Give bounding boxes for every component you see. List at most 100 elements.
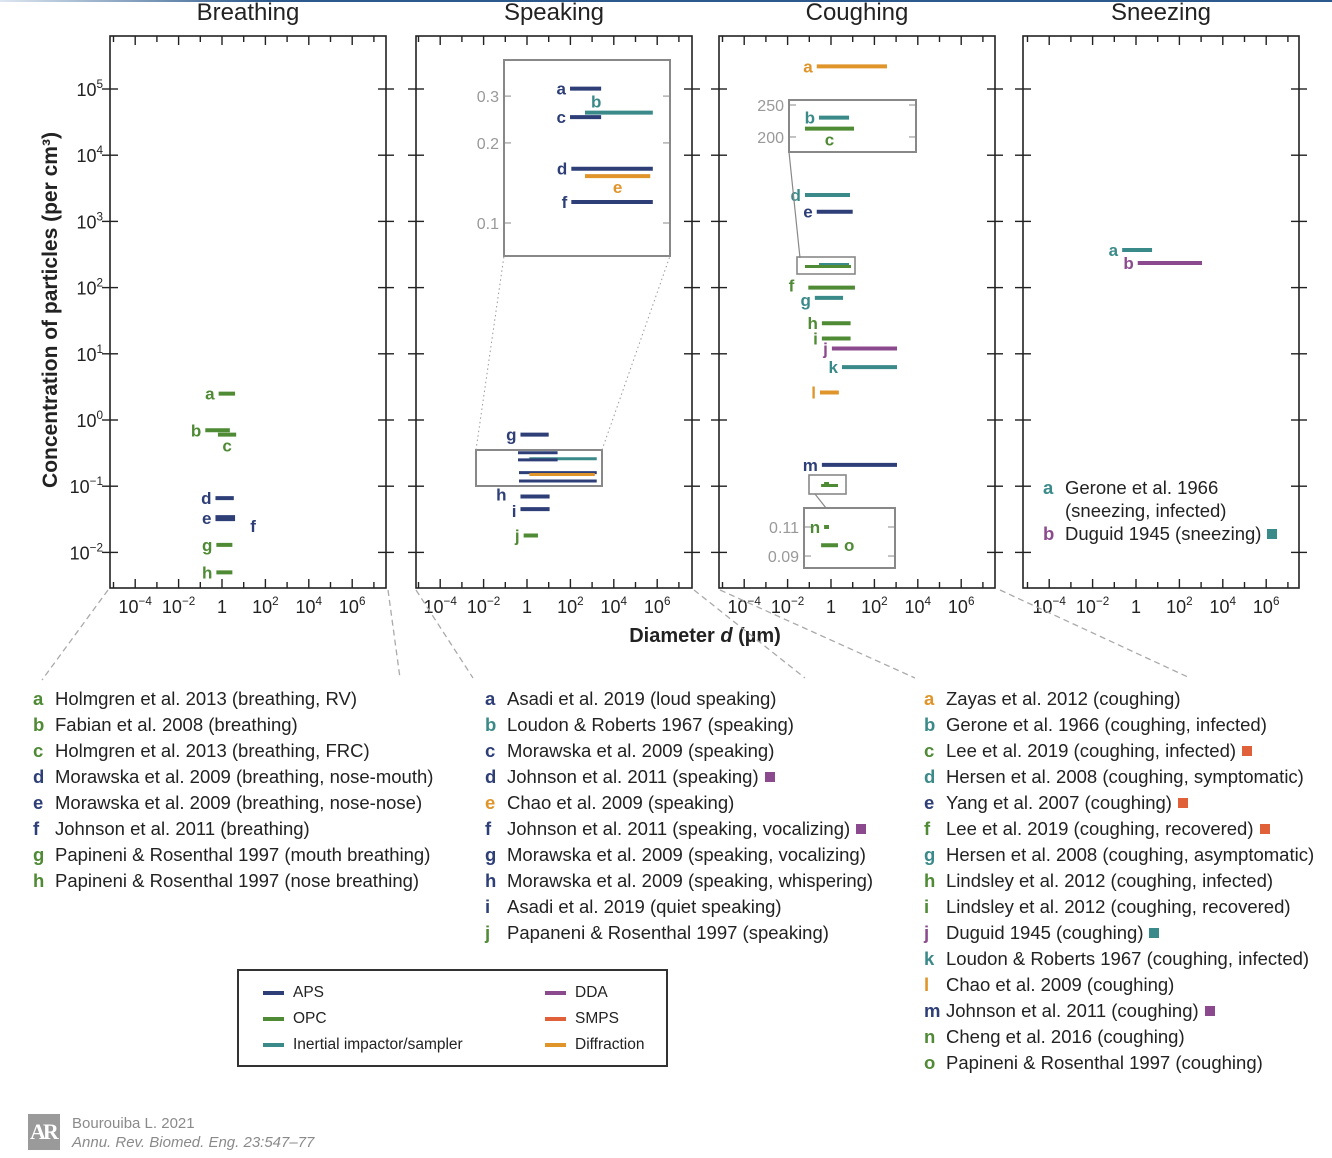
bar-label-n: n — [810, 518, 820, 537]
x-tick-label: 10−2 — [1076, 595, 1109, 617]
zoom-connector — [601, 255, 671, 451]
x-tick-label-exp: −2 — [1096, 595, 1109, 608]
method-marker-square — [1177, 798, 1188, 808]
zoom-inset-box — [788, 99, 917, 153]
legend-item-smps: SMPS — [545, 1010, 619, 1028]
reference-text: Papineni & Rosenthal 1997 (mouth breathi… — [55, 844, 431, 865]
x-tick-label: 106 — [339, 595, 366, 617]
reference-text: Johnson et al. 2011 (coughing) — [946, 1000, 1199, 1021]
x-tick-label-exp: −4 — [139, 595, 153, 608]
reference-text: Morawska et al. 2009 (breathing, nose-no… — [55, 792, 423, 813]
x-tick-label-base: 10 — [467, 597, 487, 617]
x-tick-label-base: 10 — [1076, 597, 1096, 617]
reference-letter: g — [485, 844, 497, 865]
reference-connector — [415, 589, 474, 679]
x-tick-label-base: 1 — [1131, 597, 1141, 617]
reference-text: Duguid 1945 (sneezing) — [1065, 523, 1262, 544]
y-tick-label: 104 — [76, 144, 103, 166]
method-marker-square — [856, 824, 867, 834]
x-tick-label: 10−4 — [728, 595, 762, 617]
y-tick-label-base: 10 — [76, 345, 96, 365]
plot-frame — [1022, 35, 1300, 589]
y-tick-label-exp: 4 — [96, 144, 103, 157]
bar-label-j: j — [514, 527, 520, 546]
x-tick-label-base: 10 — [905, 597, 925, 617]
zoom-source-box — [808, 474, 847, 495]
inset-tick-label: 0.2 — [477, 136, 499, 153]
reference-text: Holmgren et al. 2013 (breathing, RV) — [55, 688, 357, 709]
panel-title: Breathing — [197, 0, 300, 26]
reference-text: Morawska et al. 2009 (speaking, whisperi… — [507, 870, 874, 891]
legend-swatch — [545, 1043, 566, 1047]
reference-letter: c — [485, 740, 496, 761]
method-marker-square — [1242, 746, 1253, 756]
bar-label-f: f — [562, 193, 568, 212]
reference-item: g Hersen et al. 2008 (coughing, asymptoma… — [924, 842, 1314, 868]
bar-label-k: k — [828, 358, 838, 377]
reference-item: l Chao et al. 2009 (coughing) — [924, 972, 1314, 998]
reference-text: Gerone et al. 1966 (coughing, infected) — [946, 714, 1267, 735]
reference-item: f Lee et al. 2019 (coughing, recovered) — [924, 816, 1314, 842]
x-tick-label: 102 — [861, 595, 888, 617]
top-rule — [0, 0, 1332, 2]
reference-letter: g — [924, 844, 936, 865]
bar-label-e: e — [613, 178, 622, 197]
reference-item: a Gerone et al. 1966 (sneezing, infected) — [1043, 476, 1277, 522]
legend-item-aps: APS — [263, 984, 324, 1002]
x-tick-label-exp: 4 — [316, 595, 323, 608]
x-tick-label-exp: −4 — [748, 595, 762, 608]
y-tick-label: 103 — [76, 210, 103, 232]
reference-text: Johnson et al. 2011 (speaking, vocalizin… — [507, 818, 851, 839]
reference-item: c Morawska et al. 2009 (speaking) — [485, 738, 873, 764]
reference-item: g Morawska et al. 2009 (speaking, vocaliz… — [485, 842, 873, 868]
x-tick-label-base: 1 — [522, 597, 532, 617]
logo-text: AR — [30, 1119, 59, 1144]
x-tick-label-base: 10 — [119, 597, 139, 617]
bar-label-j: j — [822, 340, 828, 359]
method-legend: APS OPC Inertial impactor/sampler DDA SMPS Di… — [237, 969, 668, 1067]
reference-text: Zayas et al. 2012 (coughing) — [946, 688, 1181, 709]
reference-letter: h — [33, 870, 45, 891]
bar-label-l: l — [811, 384, 816, 403]
y-tick-label-exp: 2 — [96, 277, 103, 290]
reference-item: e Chao et al. 2009 (speaking) — [485, 790, 873, 816]
reference-text: Chao et al. 2009 (speaking) — [507, 792, 735, 813]
bar-label-b: b — [191, 421, 201, 440]
bar-label-c: c — [557, 108, 566, 127]
reference-text: Loudon & Roberts 1967 (coughing, infecte… — [946, 948, 1310, 969]
legend-item-diffraction: Diffraction — [545, 1036, 645, 1054]
x-tick-label-base: 1 — [826, 597, 836, 617]
reference-text: Papaneni & Rosenthal 1997 (speaking) — [507, 922, 829, 943]
reference-item: b Gerone et al. 1966 (coughing, infected) — [924, 712, 1314, 738]
x-tick-label-base: 10 — [162, 597, 182, 617]
plot-frame — [718, 35, 996, 589]
x-tick-label: 104 — [296, 595, 323, 617]
legend-label: DDA — [575, 984, 608, 1001]
reference-letter: e — [485, 792, 496, 813]
x-tick-label-base: 10 — [644, 597, 664, 617]
plot-frame — [109, 35, 387, 589]
reference-letter: n — [924, 1026, 936, 1047]
bar-label-b: b — [1123, 254, 1133, 273]
x-tick-label-base: 10 — [424, 597, 444, 617]
bar-label-a: a — [205, 385, 215, 404]
reference-letter: h — [924, 870, 936, 891]
legend-label: Diffraction — [575, 1036, 645, 1053]
bar-label-a: a — [557, 80, 567, 99]
reference-text: Hersen et al. 2008 (coughing, asymptomat… — [946, 844, 1315, 865]
reference-item: d Johnson et al. 2011 (speaking) — [485, 764, 873, 790]
reference-item: n Cheng et al. 2016 (coughing) — [924, 1024, 1314, 1050]
reference-item: c Holmgren et al. 2013 (breathing, FRC) — [33, 738, 433, 764]
bar-label-f: f — [250, 517, 256, 536]
bar-label-i: i — [813, 330, 818, 349]
coughing-zoom-inset-2: 0.11 0.09 — [768, 474, 896, 569]
x-tick-label-exp: 6 — [664, 595, 671, 608]
reference-letter: k — [924, 948, 935, 969]
bar-label-h: h — [202, 563, 212, 582]
x-tick-label-base: 10 — [252, 597, 272, 617]
legend-swatch — [263, 1043, 284, 1047]
reference-item: j Papaneni & Rosenthal 1997 (speaking) — [485, 920, 873, 946]
